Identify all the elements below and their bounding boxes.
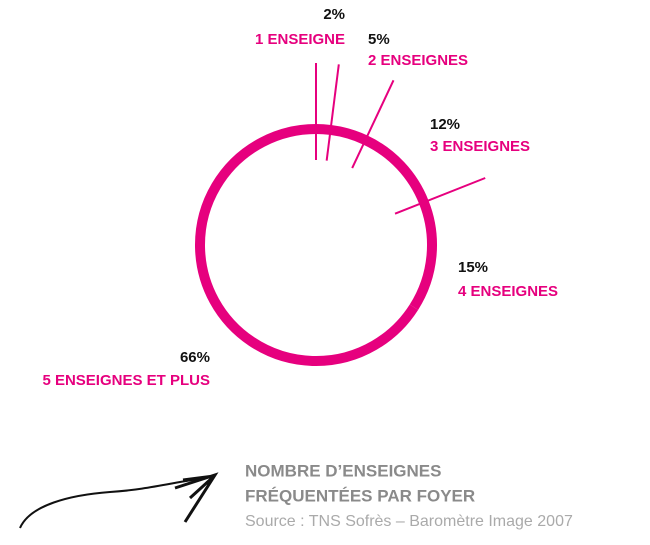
chart: NOMBRE D’ENSEIGNES FRÉQUENTÉES PAR FOYER…	[0, 0, 650, 545]
category-label: 2 ENSEIGNES	[368, 52, 468, 69]
ring-slice	[200, 129, 414, 361]
value-label: 5%	[368, 31, 390, 48]
value-label: 15%	[458, 259, 488, 276]
value-label: 12%	[430, 116, 460, 133]
category-label: 5 ENSEIGNES ET PLUS	[42, 372, 210, 389]
category-label: 3 ENSEIGNES	[430, 138, 530, 155]
ring-slice	[365, 140, 423, 202]
title-line: NOMBRE D’ENSEIGNES	[245, 461, 441, 480]
category-label: 4 ENSEIGNES	[458, 283, 558, 300]
ring-slice	[414, 202, 432, 307]
arrow	[20, 478, 205, 528]
value-label: 2%	[323, 6, 345, 23]
divider	[327, 64, 339, 160]
category-label: 1 ENSEIGNE	[255, 31, 345, 48]
source: Source : TNS Sofrès – Baromètre Image 20…	[245, 513, 573, 530]
value-label: 66%	[180, 349, 210, 366]
ring-slice	[316, 129, 331, 130]
title-line: FRÉQUENTÉES PAR FOYER	[245, 486, 475, 505]
ring-slice	[331, 130, 366, 140]
